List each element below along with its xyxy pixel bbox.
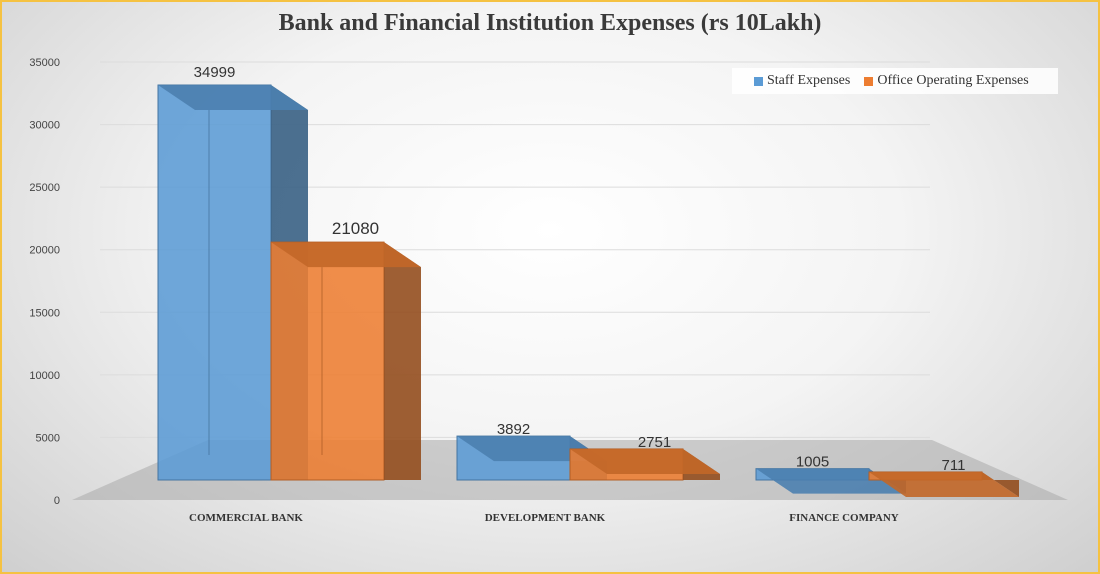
y-tick-label: 5000 (36, 432, 60, 444)
legend-swatch-office (864, 76, 874, 86)
y-tick-label: 35000 (29, 57, 60, 69)
legend-label-staff: Staff Expenses (767, 73, 851, 88)
legend: Staff Expenses Office Operating Expenses (732, 68, 1058, 94)
category-label: DEVELOPMENT BANK (485, 512, 606, 524)
legend-label-office: Office Operating Expenses (877, 73, 1029, 88)
data-label: 21080 (332, 219, 379, 238)
y-tick-label: 15000 (29, 307, 60, 319)
data-label: 1005 (796, 454, 829, 471)
y-tick-label: 0 (54, 495, 60, 507)
data-label: 711 (942, 457, 966, 474)
data-labels: 34999 21080 3892 2751 1005 711 (194, 64, 966, 474)
bar-front (270, 241, 385, 481)
y-axis-ticks: 0 5000 10000 15000 20000 25000 30000 35000 (29, 57, 60, 507)
legend-swatch-staff (754, 76, 763, 86)
bar-top (570, 448, 720, 474)
legend-item-office: Office Operating Expenses (864, 73, 1029, 89)
y-tick-label: 30000 (29, 120, 60, 132)
bar-front (157, 84, 272, 481)
y-tick-label: 10000 (29, 370, 60, 382)
bars (157, 84, 1019, 497)
bar-top (271, 242, 421, 268)
y-tick-label: 25000 (29, 182, 60, 194)
chart-title: Bank and Financial Institution Expenses … (278, 10, 822, 36)
data-label: 34999 (194, 64, 236, 81)
category-label: COMMERCIAL BANK (189, 512, 303, 524)
category-label: FINANCE COMPANY (789, 512, 899, 524)
legend-item-staff: Staff Expenses (754, 73, 850, 89)
y-tick-label: 20000 (29, 245, 60, 257)
bar-office-1 (569, 448, 720, 481)
category-labels: COMMERCIAL BANK DEVELOPMENT BANK FINANCE C… (189, 512, 899, 524)
data-label: 2751 (638, 434, 671, 451)
data-label: 3892 (497, 421, 530, 438)
bar-top (869, 471, 1019, 497)
bar-office-0 (270, 241, 421, 481)
bar-top (158, 85, 308, 111)
bar-side (384, 242, 421, 480)
bar-office-2 (868, 471, 1019, 497)
